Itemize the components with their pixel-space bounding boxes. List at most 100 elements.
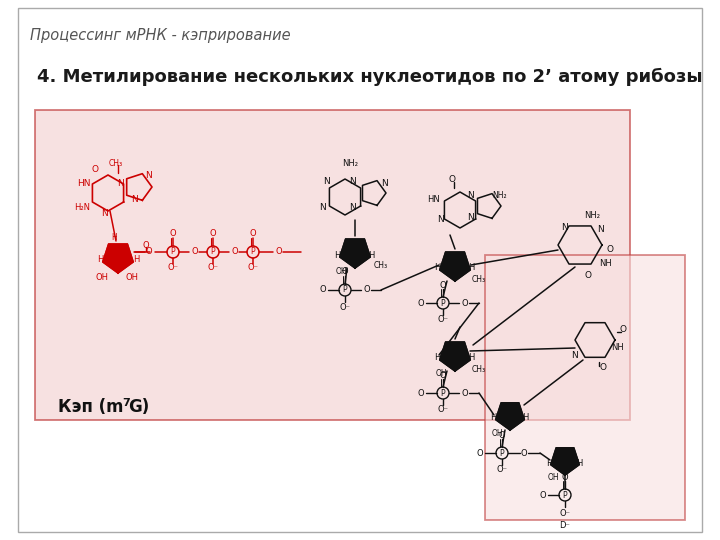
Text: OH: OH <box>96 273 109 281</box>
Text: HN: HN <box>428 195 441 205</box>
Text: NH: NH <box>600 259 613 267</box>
Text: CH₃: CH₃ <box>109 159 123 167</box>
Text: O: O <box>418 388 424 397</box>
Text: H: H <box>434 354 440 362</box>
Text: O⁻: O⁻ <box>340 302 351 312</box>
Text: D⁻: D⁻ <box>559 521 570 530</box>
Text: N: N <box>382 179 388 187</box>
Text: H: H <box>368 251 374 260</box>
Text: O: O <box>418 299 424 307</box>
Text: O: O <box>462 388 468 397</box>
Text: NH: NH <box>611 343 624 353</box>
Text: H: H <box>490 414 496 422</box>
Bar <box>485 255 685 520</box>
Text: H: H <box>96 255 103 265</box>
Text: O⁻: O⁻ <box>438 315 449 325</box>
Text: O: O <box>276 247 282 256</box>
Text: H: H <box>334 251 340 260</box>
Text: O: O <box>619 326 626 334</box>
Text: H₂N: H₂N <box>74 202 90 212</box>
Text: O: O <box>145 247 153 256</box>
Text: O: O <box>250 230 256 239</box>
Text: CH₃: CH₃ <box>374 261 388 271</box>
Text: N: N <box>436 215 444 225</box>
Text: N: N <box>467 192 473 200</box>
Text: P: P <box>500 449 504 457</box>
Text: NH₂: NH₂ <box>492 192 508 200</box>
Text: N: N <box>350 178 356 186</box>
Text: N: N <box>117 179 123 187</box>
Text: O⁻: O⁻ <box>207 264 218 273</box>
Text: O⁻: O⁻ <box>497 465 508 475</box>
Text: N: N <box>350 202 356 212</box>
Text: P: P <box>171 247 175 256</box>
Text: HN: HN <box>77 179 91 187</box>
Text: N: N <box>323 178 330 186</box>
Text: O: O <box>462 299 468 307</box>
Text: O: O <box>440 280 446 289</box>
Text: Кэп (m: Кэп (m <box>58 398 124 416</box>
Text: H: H <box>132 255 139 265</box>
Polygon shape <box>440 342 470 371</box>
Text: N: N <box>145 171 151 179</box>
Text: P: P <box>211 247 215 256</box>
Text: OH: OH <box>125 273 138 281</box>
Text: O: O <box>440 370 446 380</box>
Text: 4. Метилирование нескольких нуклеотидов по 2’ атому рибозы: 4. Метилирование нескольких нуклеотидов … <box>37 68 703 86</box>
Text: O⁻: O⁻ <box>559 509 570 517</box>
Text: O: O <box>521 449 527 457</box>
Text: G): G) <box>128 398 149 416</box>
Text: N: N <box>467 213 473 222</box>
Text: OH: OH <box>491 429 503 437</box>
Polygon shape <box>551 448 580 475</box>
Text: O: O <box>143 240 149 249</box>
Text: N: N <box>320 202 326 212</box>
Text: Процессинг мРНК - кэприрование: Процессинг мРНК - кэприрование <box>30 28 291 43</box>
Text: 7: 7 <box>122 398 130 408</box>
Text: O: O <box>170 230 176 239</box>
Text: P: P <box>441 299 445 307</box>
Text: N: N <box>561 222 567 232</box>
Text: P: P <box>441 388 445 397</box>
Text: O: O <box>342 267 348 276</box>
Text: OH: OH <box>547 472 559 482</box>
Text: N: N <box>130 194 138 204</box>
Text: P: P <box>563 490 567 500</box>
Text: O: O <box>192 247 198 256</box>
Text: N: N <box>572 350 578 360</box>
Text: NH₂: NH₂ <box>584 211 600 219</box>
Text: O: O <box>91 165 99 173</box>
Polygon shape <box>440 252 470 281</box>
Text: CH₃: CH₃ <box>472 364 486 374</box>
Text: NH₂: NH₂ <box>342 159 358 167</box>
Text: OH: OH <box>435 369 447 379</box>
Text: O: O <box>210 230 216 239</box>
Text: H: H <box>522 414 528 422</box>
Text: H: H <box>546 458 552 468</box>
Bar <box>35 110 630 420</box>
Text: O: O <box>600 363 606 373</box>
Text: H: H <box>111 233 117 241</box>
Text: O: O <box>585 271 592 280</box>
Text: H: H <box>468 354 474 362</box>
Text: H: H <box>468 264 474 273</box>
Text: O: O <box>364 286 370 294</box>
Text: O⁻: O⁻ <box>168 264 179 273</box>
Text: O⁻: O⁻ <box>438 406 449 415</box>
Text: O: O <box>232 247 238 256</box>
Text: N: N <box>101 208 107 218</box>
Polygon shape <box>496 403 524 430</box>
Text: O: O <box>540 490 546 500</box>
Text: H: H <box>576 458 582 468</box>
Text: N: N <box>597 225 603 233</box>
Text: O⁻: O⁻ <box>248 264 258 273</box>
Text: O: O <box>320 286 326 294</box>
Text: CH₃: CH₃ <box>472 275 486 285</box>
Text: O: O <box>449 176 456 185</box>
Text: H: H <box>434 264 440 273</box>
Text: O: O <box>499 430 505 440</box>
Polygon shape <box>340 239 370 268</box>
Text: O: O <box>562 472 568 482</box>
Polygon shape <box>103 244 133 273</box>
Text: O: O <box>477 449 483 457</box>
